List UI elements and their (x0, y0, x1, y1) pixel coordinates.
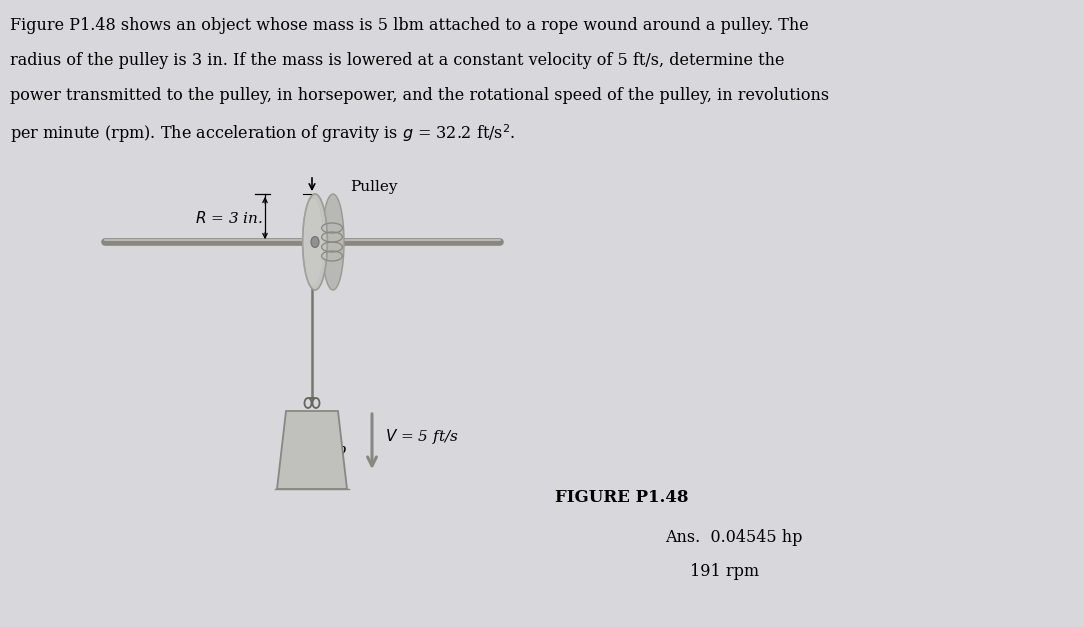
Text: $V$ = 5 ft/s: $V$ = 5 ft/s (385, 427, 459, 446)
Polygon shape (278, 411, 347, 489)
Ellipse shape (302, 194, 327, 290)
Text: per minute (rpm). The acceleration of gravity is $g$ = 32.2 ft/s$^2$.: per minute (rpm). The acceleration of gr… (10, 122, 515, 145)
Ellipse shape (322, 194, 344, 290)
Text: radius of the pulley is 3 in. If the mass is lowered at a constant velocity of 5: radius of the pulley is 3 in. If the mas… (10, 52, 785, 69)
Text: 191 rpm: 191 rpm (691, 564, 759, 581)
Text: $R$ = 3 in.: $R$ = 3 in. (195, 210, 262, 226)
Text: Pulley: Pulley (350, 180, 398, 194)
Text: FIGURE P1.48: FIGURE P1.48 (555, 488, 688, 505)
Text: $m$ = 5 lb: $m$ = 5 lb (281, 443, 348, 458)
Text: Figure P1.48 shows an object whose mass is 5 lbm attached to a rope wound around: Figure P1.48 shows an object whose mass … (10, 17, 809, 34)
Ellipse shape (311, 236, 319, 248)
Text: Ans.  0.04545 hp: Ans. 0.04545 hp (664, 529, 802, 545)
Text: power transmitted to the pulley, in horsepower, and the rotational speed of the : power transmitted to the pulley, in hors… (10, 87, 829, 104)
